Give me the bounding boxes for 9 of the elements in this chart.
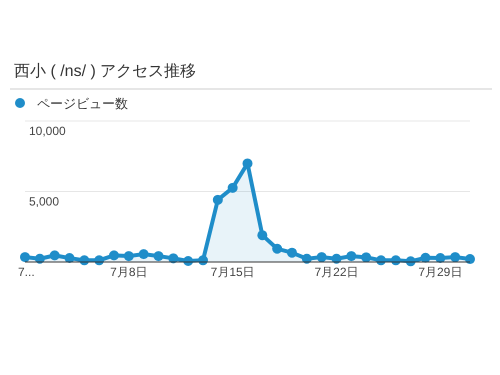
xtick: 7...	[18, 265, 35, 279]
title: 西小 ( /ns/ ) アクセス推移	[14, 63, 196, 80]
xtick: 7月22日	[314, 265, 359, 279]
xtick: 7月8日	[110, 265, 148, 279]
legend-label: ページビュー数	[37, 96, 128, 111]
xtick: 7月15日	[210, 265, 255, 279]
xtick: 7月29日	[418, 265, 462, 279]
ytick: 10,000	[29, 124, 66, 138]
ytick: 5,000	[29, 194, 60, 208]
